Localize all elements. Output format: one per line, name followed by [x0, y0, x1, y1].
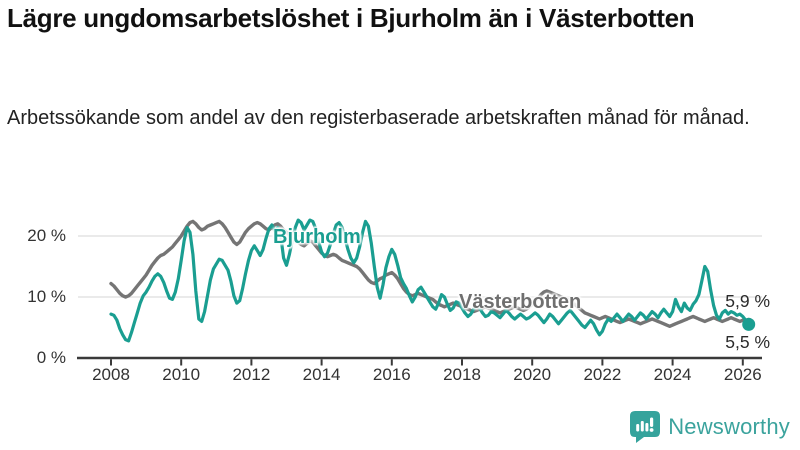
series-label-bjurholm: Bjurholm: [273, 226, 361, 248]
end-value-vasterbotten: 5,9 %: [725, 291, 770, 311]
series-end-dot-bjurholm: [742, 317, 756, 331]
series-line-bjurholm: [109, 218, 751, 343]
series-label-vasterbotten: Västerbotten: [459, 291, 582, 313]
newsworthy-logo: Newsworthy: [630, 411, 790, 443]
newsworthy-wordmark: Newsworthy: [668, 414, 790, 439]
newsworthy-bubble-chart-icon: [630, 411, 661, 443]
series-line-västerbotten: [109, 219, 751, 328]
end-value-bjurholm: 5,5 %: [725, 332, 770, 352]
page-title: Lägre ungdomsarbetslöshet i Bjurholm än …: [7, 3, 695, 33]
page-subtitle: Arbetssökande som andel av den registerb…: [7, 107, 750, 129]
